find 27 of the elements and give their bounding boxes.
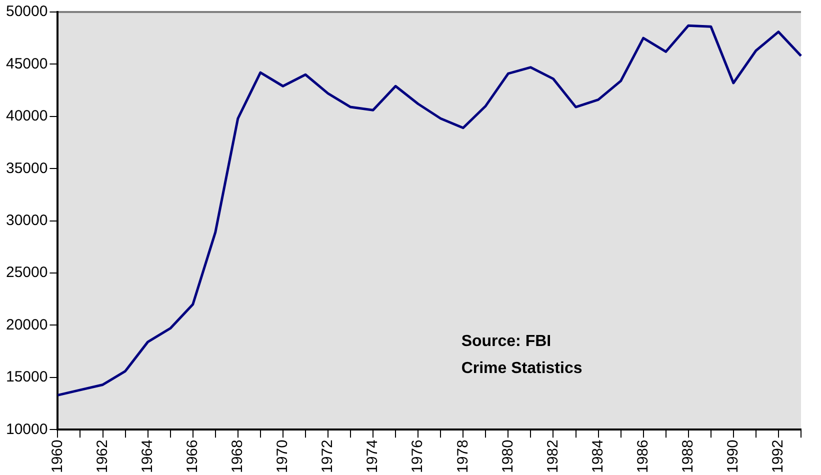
x-tick-label: 1964: [138, 440, 156, 474]
x-tick-label: 1972: [319, 440, 336, 474]
x-tick-label: 1970: [274, 440, 292, 474]
annotation: Source: FBI Crime Statistics: [461, 333, 582, 378]
x-tick-label: 1968: [229, 440, 246, 474]
y-tick-label: 50000: [6, 3, 48, 20]
x-tick-label: 1988: [680, 440, 697, 474]
x-tick-label: 1986: [634, 440, 652, 474]
x-tick-label: 1976: [409, 440, 426, 474]
x-tick-label: 1980: [499, 440, 516, 474]
x-tick-label: 1984: [589, 440, 606, 474]
x-tick-label: 1962: [94, 440, 111, 474]
x-tick-label: 1974: [364, 440, 382, 474]
x-tick-label: 1966: [184, 440, 201, 474]
x-tick-label: 1990: [724, 440, 742, 474]
x-tick-label: 1960: [48, 440, 66, 474]
x-tick-label: 1992: [770, 440, 787, 474]
y-tick-label: 25000: [6, 264, 48, 282]
y-tick-label: 40000: [6, 108, 48, 125]
y-tick-label: 15000: [6, 368, 48, 386]
y-tick-label: 45000: [6, 55, 48, 72]
y-tick-label: 10000: [6, 420, 48, 438]
x-tick-label: 1982: [544, 440, 562, 474]
y-tick-label: 35000: [6, 160, 48, 177]
y-tick-label: 20000: [6, 316, 48, 334]
y-tick-label: 30000: [6, 212, 48, 229]
x-tick-label: 1978: [454, 440, 472, 474]
